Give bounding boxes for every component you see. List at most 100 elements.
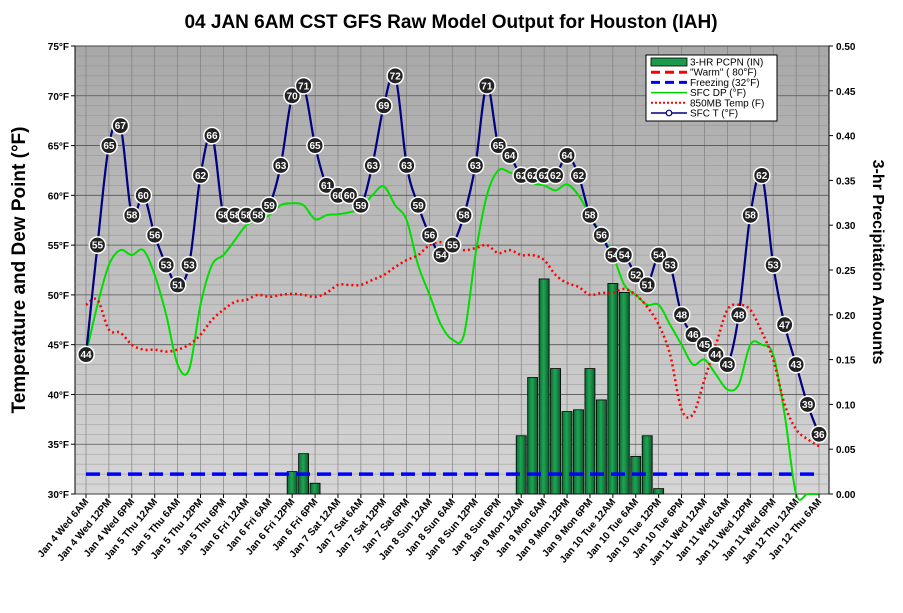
temp-marker: 65 (306, 136, 325, 155)
precip-bar (527, 377, 539, 495)
temp-marker-dot (168, 275, 187, 294)
temp-marker-dot (489, 136, 508, 155)
legend-label: Freezing (32°F) (690, 78, 760, 89)
temp-marker-dot (99, 136, 118, 155)
temp-marker-dot (88, 236, 107, 255)
legend-label: SFC DP (°F) (690, 88, 746, 99)
temp-marker-dot (638, 275, 657, 294)
temp-marker: 48 (729, 305, 748, 324)
temp-marker-dot (283, 86, 302, 105)
temp-marker-dot (810, 425, 828, 444)
temp-marker-dot (340, 186, 359, 205)
temp-marker: 48 (672, 305, 691, 324)
temp-marker-dot (558, 146, 576, 165)
y-right-tick-label: 0.30 (836, 221, 856, 232)
temp-data-label: 53 (768, 261, 780, 272)
temp-marker-dot (134, 186, 153, 205)
temp-data-label: 43 (722, 360, 734, 371)
temp-data-label: 71 (298, 81, 310, 92)
temp-marker-dot (546, 166, 565, 185)
temp-marker: 64 (558, 146, 576, 165)
temp-data-label: 58 (229, 211, 241, 222)
temp-marker: 52 (626, 266, 645, 284)
precip-bar (641, 435, 653, 495)
y-right-tick-label: 0.20 (836, 311, 856, 322)
temp-marker-dot (569, 166, 588, 185)
temp-data-label: 39 (802, 400, 814, 411)
legend-swatch-marker (665, 109, 673, 117)
temp-data-label: 65 (310, 141, 322, 152)
temp-marker: 43 (718, 355, 737, 374)
temp-marker-dot (306, 136, 325, 155)
legend-label: SFC T (°F) (690, 109, 738, 120)
dewpoint-line (85, 167, 819, 501)
legend-item: Freezing (32°F) (651, 78, 760, 89)
temp-marker: 59 (409, 196, 428, 215)
temp-marker: 63 (363, 156, 382, 175)
temp-marker: 53 (180, 256, 199, 274)
y-right-tick-label: 0.35 (836, 176, 856, 187)
temp-marker: 65 (489, 136, 508, 155)
temp-data-label: 56 (596, 231, 608, 242)
temp-marker: 56 (420, 226, 439, 245)
temp-data-label: 43 (791, 360, 803, 371)
y-right-tick-label: 0.15 (836, 356, 856, 367)
precip-bar (618, 291, 630, 495)
temp-data-label: 62 (527, 171, 539, 182)
temp-marker-dot (764, 256, 783, 274)
temp-marker-dot (145, 226, 164, 245)
legend-item: SFC T (°F) (651, 109, 738, 120)
temp-marker: 44 (77, 345, 95, 364)
y-left-tick-label: 35°F (48, 440, 69, 451)
temp-data-label: 52 (630, 270, 642, 281)
temp-data-label: 58 (218, 211, 230, 222)
temp-marker-dot (271, 156, 290, 175)
temp-marker: 45 (695, 335, 714, 354)
temp-data-label: 56 (149, 231, 161, 242)
temp-data-label: 65 (493, 141, 505, 152)
temp-marker-dot (729, 305, 748, 324)
temp-data-label: 58 (584, 211, 596, 222)
temp-marker-dot (615, 246, 634, 265)
temp-marker: 64 (500, 146, 519, 165)
temp-data-label: 71 (481, 81, 493, 92)
temp-marker-dot (77, 345, 95, 364)
temp-marker-dot (626, 266, 645, 284)
temp-marker-dot (787, 355, 806, 374)
precip-bar (595, 399, 607, 495)
y-left-tick-label: 60°F (48, 191, 69, 202)
temp-marker: 53 (661, 256, 680, 274)
temp-marker: 65 (99, 136, 118, 155)
y-right-tick-label: 0.45 (836, 87, 856, 98)
temp-marker: 63 (397, 156, 416, 175)
temp-data-label: 63 (401, 161, 413, 172)
temp-data-label: 63 (275, 161, 287, 172)
temp-marker: 58 (741, 206, 760, 225)
temp-data-label: 53 (161, 261, 173, 272)
temp-marker: 72 (386, 66, 405, 85)
y-left-tick-label: 45°F (48, 341, 69, 352)
temp-data-label: 65 (103, 141, 115, 152)
temp-marker: 44 (706, 345, 725, 364)
temp-data-label: 58 (252, 211, 264, 222)
temp-marker-dot (111, 116, 130, 135)
temp-data-label: 62 (756, 171, 768, 182)
temp-marker: 66 (203, 126, 221, 145)
temp-marker-dot (661, 256, 680, 274)
y-left-tick-label: 55°F (48, 241, 69, 252)
temp-data-label: 66 (206, 131, 218, 142)
temp-marker-dot (741, 206, 760, 225)
temp-data-label: 69 (378, 101, 390, 112)
temp-marker: 55 (443, 236, 462, 255)
temp-marker-dot (775, 315, 794, 334)
temp-data-label: 48 (733, 310, 745, 321)
temp-marker-dot (203, 126, 221, 145)
temp-data-label: 55 (92, 241, 104, 252)
temp-marker: 69 (374, 96, 393, 115)
y-right-tick-label: 0.00 (836, 490, 856, 501)
temp-marker-dot (466, 156, 485, 175)
legend-swatch-bar (650, 57, 688, 67)
temp-marker: 39 (798, 395, 817, 414)
